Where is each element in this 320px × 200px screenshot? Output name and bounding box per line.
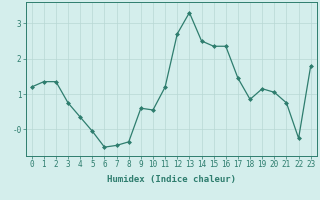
- X-axis label: Humidex (Indice chaleur): Humidex (Indice chaleur): [107, 175, 236, 184]
